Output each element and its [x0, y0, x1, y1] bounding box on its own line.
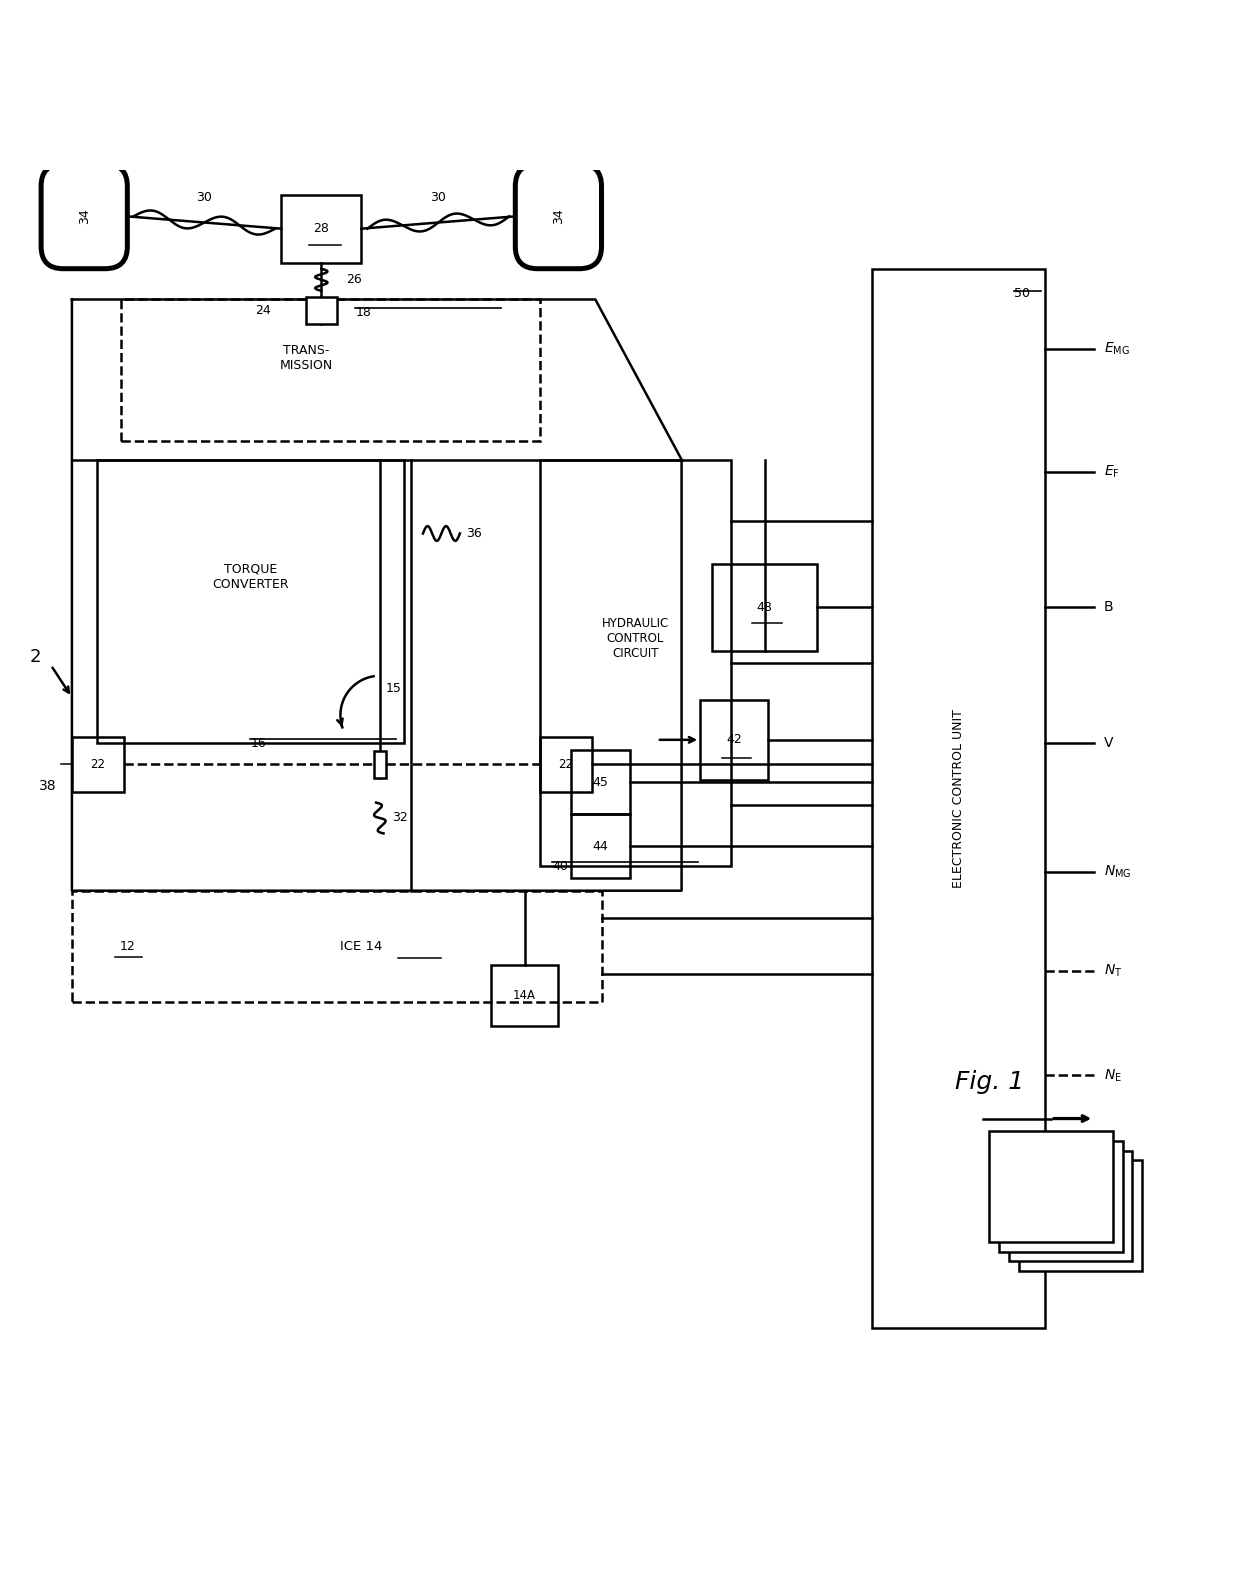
Text: 30: 30: [430, 192, 446, 204]
Bar: [97, 459, 404, 744]
Text: 34: 34: [78, 209, 91, 225]
Bar: [122, 300, 539, 442]
Text: 15: 15: [386, 682, 402, 695]
Text: 42: 42: [727, 733, 742, 747]
Text: $E_{\rm F}$: $E_{\rm F}$: [1104, 464, 1120, 479]
Text: ELECTRONIC CONTROL UNIT: ELECTRONIC CONTROL UNIT: [952, 709, 965, 888]
Text: 18: 18: [355, 305, 371, 319]
Bar: [712, 564, 817, 651]
Bar: [281, 195, 361, 263]
Text: 24: 24: [255, 303, 270, 318]
Text: 28: 28: [314, 222, 330, 236]
Bar: [539, 459, 730, 866]
Text: 22: 22: [91, 758, 105, 770]
Text: 2: 2: [30, 648, 41, 665]
Text: $N_{\rm MG}$: $N_{\rm MG}$: [1104, 865, 1131, 880]
Text: ICE 14: ICE 14: [340, 940, 382, 953]
Text: $N_{\rm T}$: $N_{\rm T}$: [1104, 962, 1122, 979]
Text: 52: 52: [1043, 1185, 1059, 1199]
Text: V: V: [1104, 736, 1114, 750]
Text: 50: 50: [1014, 288, 1030, 300]
Bar: [990, 1130, 1112, 1242]
Text: 44: 44: [593, 839, 608, 854]
Bar: [72, 891, 601, 1001]
Text: TORQUE
CONVERTER: TORQUE CONVERTER: [212, 563, 289, 591]
Text: 12: 12: [119, 940, 135, 953]
Bar: [1009, 1151, 1132, 1261]
Text: 32: 32: [392, 811, 408, 824]
Text: 36: 36: [466, 527, 482, 541]
Text: 34: 34: [552, 209, 565, 225]
Text: $N_{\rm E}$: $N_{\rm E}$: [1104, 1067, 1122, 1083]
Text: 38: 38: [38, 780, 56, 792]
Text: 48: 48: [756, 601, 773, 615]
Text: 26: 26: [346, 274, 362, 286]
Bar: [873, 269, 1045, 1328]
Text: 30: 30: [196, 192, 212, 204]
Bar: [539, 737, 591, 792]
Text: HYDRAULIC
CONTROL
CIRCUIT: HYDRAULIC CONTROL CIRCUIT: [601, 616, 670, 660]
Bar: [1019, 1160, 1142, 1272]
Text: 16: 16: [250, 737, 267, 750]
Text: 22: 22: [558, 758, 573, 770]
Text: 14A: 14A: [513, 989, 536, 1001]
Bar: [570, 814, 630, 879]
Bar: [72, 737, 124, 792]
Bar: [999, 1141, 1122, 1251]
Text: $A_{\rm CC}$: $A_{\rm CC}$: [1104, 1203, 1130, 1220]
Text: Fig. 1: Fig. 1: [955, 1069, 1024, 1094]
Text: B: B: [1104, 601, 1114, 615]
Bar: [373, 751, 386, 778]
Text: TRANS-
MISSION: TRANS- MISSION: [279, 344, 332, 373]
Bar: [570, 750, 630, 814]
Bar: [701, 700, 768, 780]
Bar: [491, 965, 558, 1027]
Text: 40: 40: [552, 860, 568, 872]
Text: $E_{\rm MG}$: $E_{\rm MG}$: [1104, 341, 1130, 357]
Bar: [306, 297, 337, 324]
Text: 45: 45: [593, 777, 609, 789]
